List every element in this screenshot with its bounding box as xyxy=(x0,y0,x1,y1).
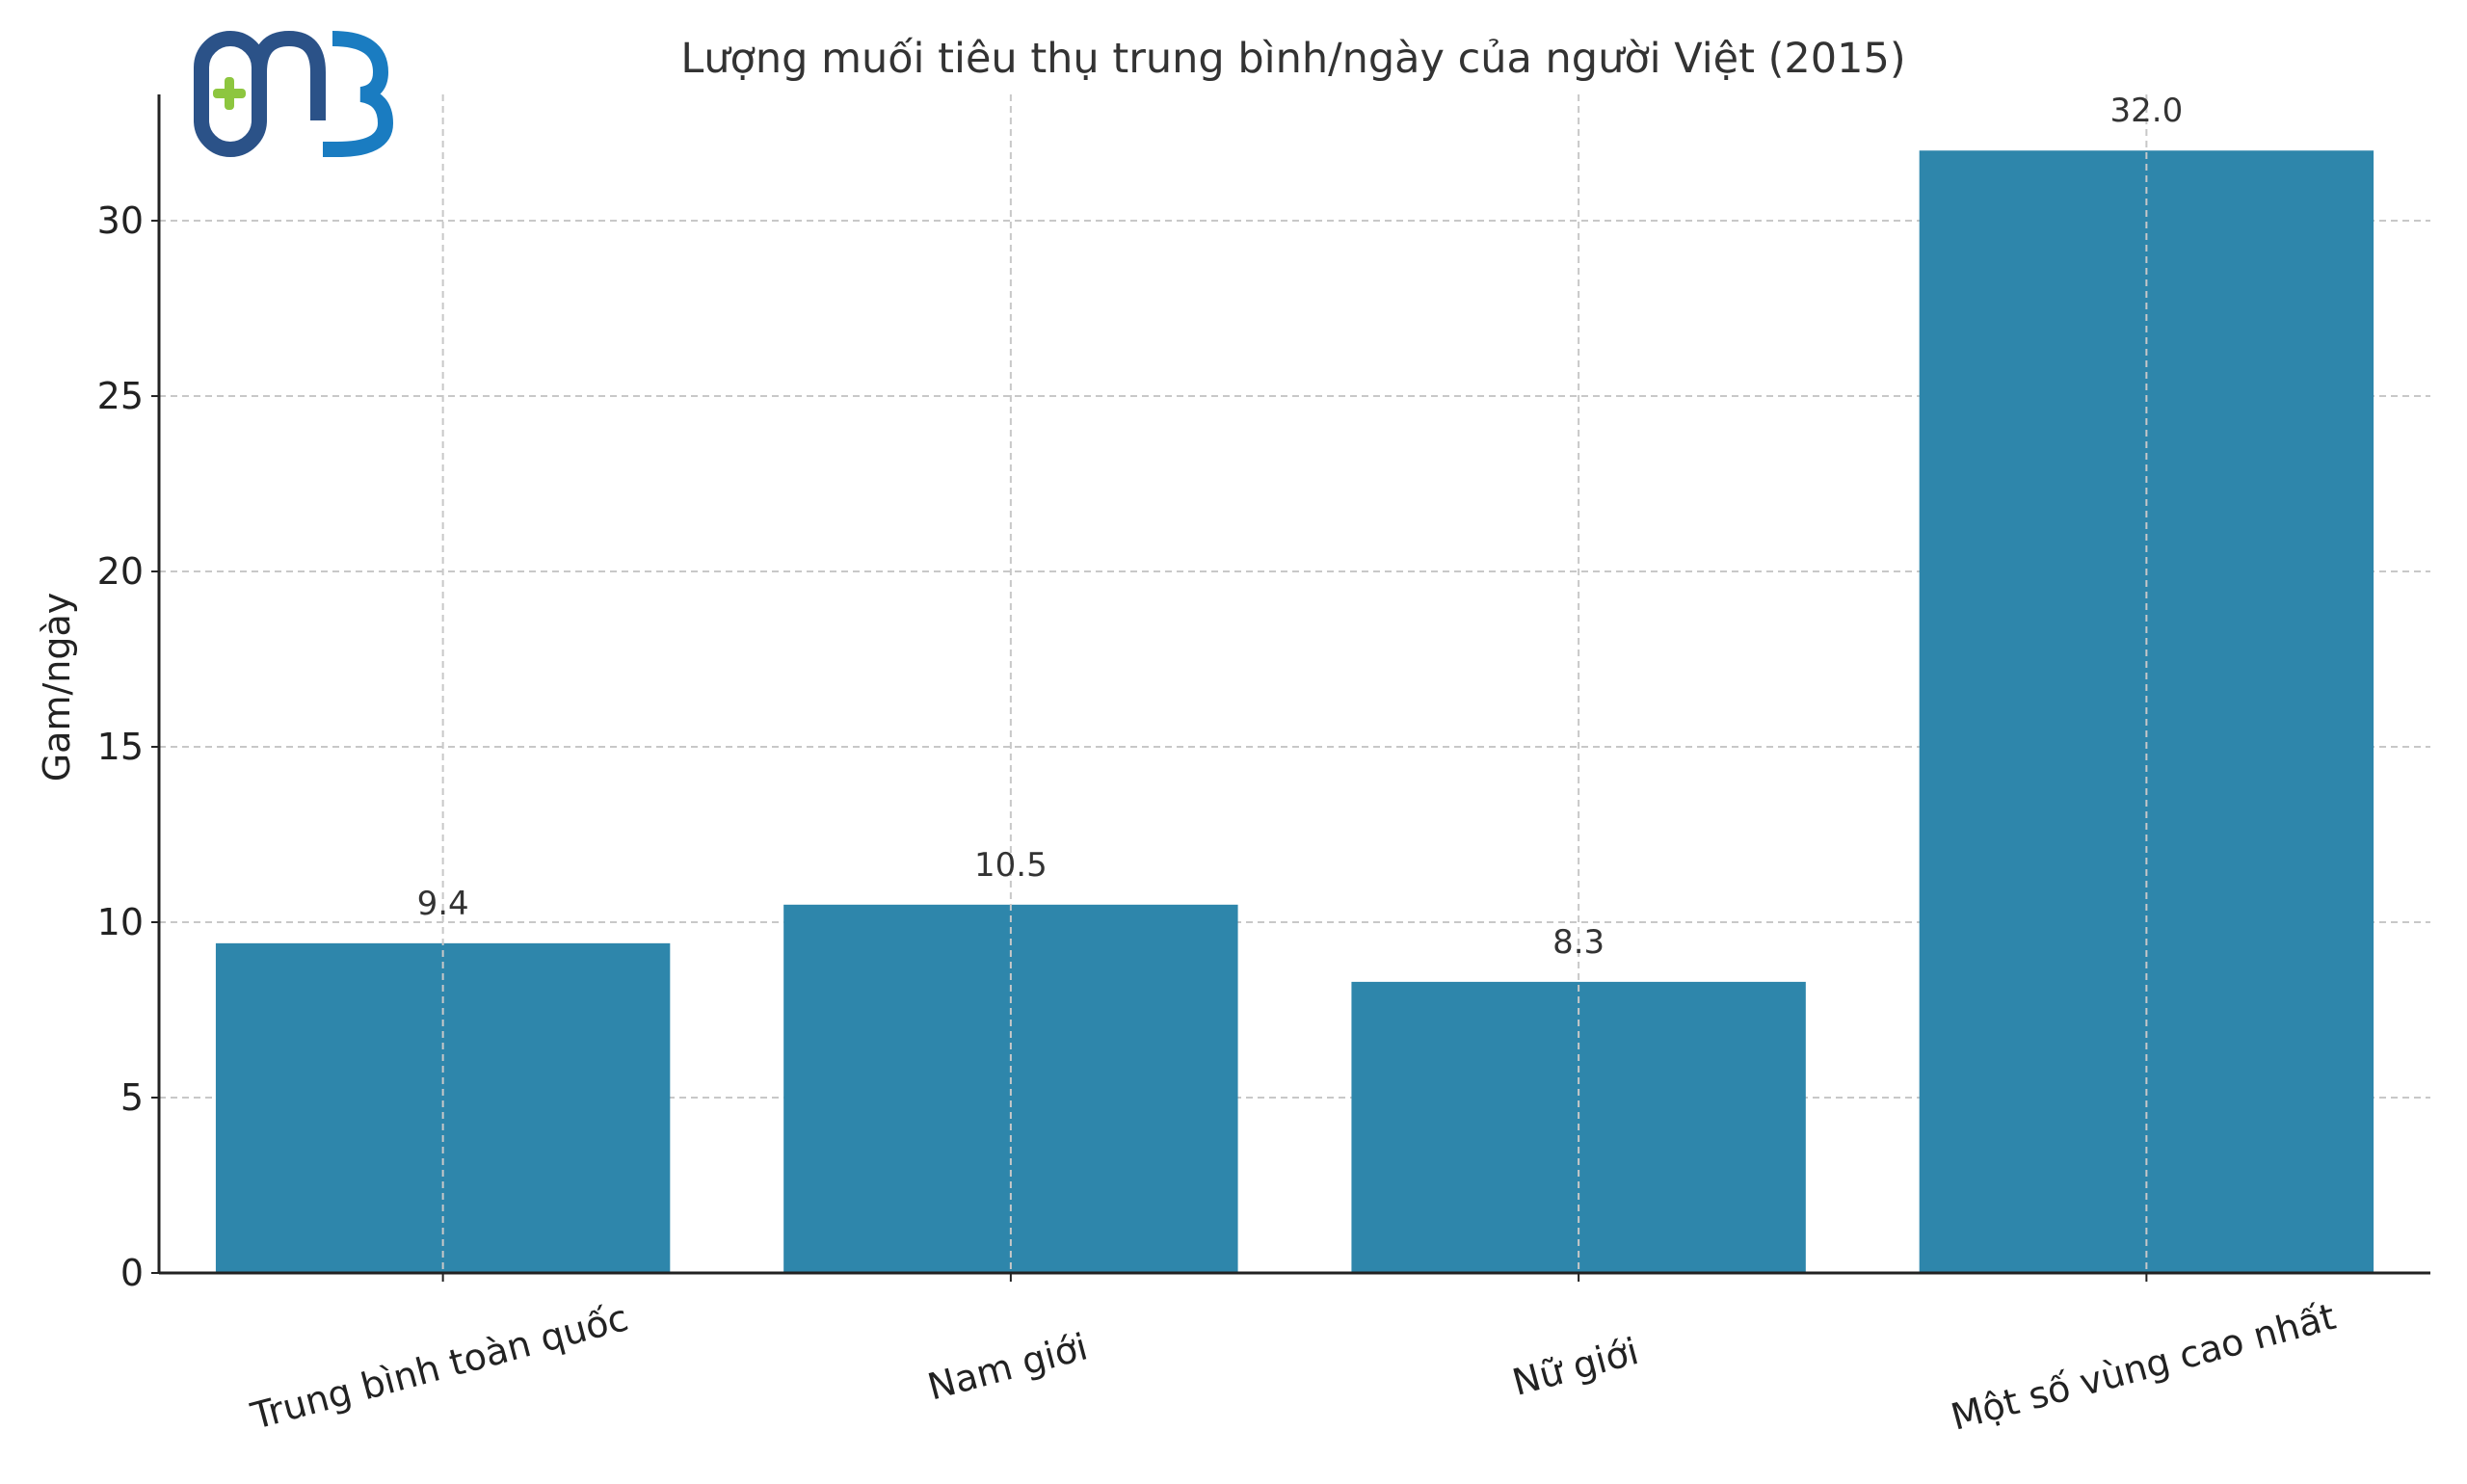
y-tick-label: 20 xyxy=(97,550,144,593)
chart-title: Lượng muối tiêu thụ trung bình/ngày của … xyxy=(680,35,1905,83)
y-axis-label: Gam/ngày xyxy=(36,593,78,782)
data-label: 32.0 xyxy=(2110,92,2184,130)
data-label: 9.4 xyxy=(417,885,469,923)
x-tick-label: Nữ giới xyxy=(1508,1330,1643,1404)
bar xyxy=(215,942,671,1273)
y-tick-label: 15 xyxy=(97,726,144,768)
x-tick-label: Một số vùng cao nhất xyxy=(1947,1295,2340,1439)
mb-logo xyxy=(194,30,394,157)
x-tick-label: Nam giới xyxy=(923,1325,1092,1408)
y-tick-label: 5 xyxy=(120,1076,144,1119)
y-tick-label: 30 xyxy=(97,199,144,242)
y-tick-label: 10 xyxy=(97,901,144,943)
y-tick-label: 0 xyxy=(120,1252,144,1294)
x-tick-label: Trung bình toàn quốc xyxy=(246,1296,632,1438)
y-tick-label: 25 xyxy=(97,375,144,417)
data-label: 8.3 xyxy=(1552,923,1605,962)
data-label: 10.5 xyxy=(974,846,1048,885)
